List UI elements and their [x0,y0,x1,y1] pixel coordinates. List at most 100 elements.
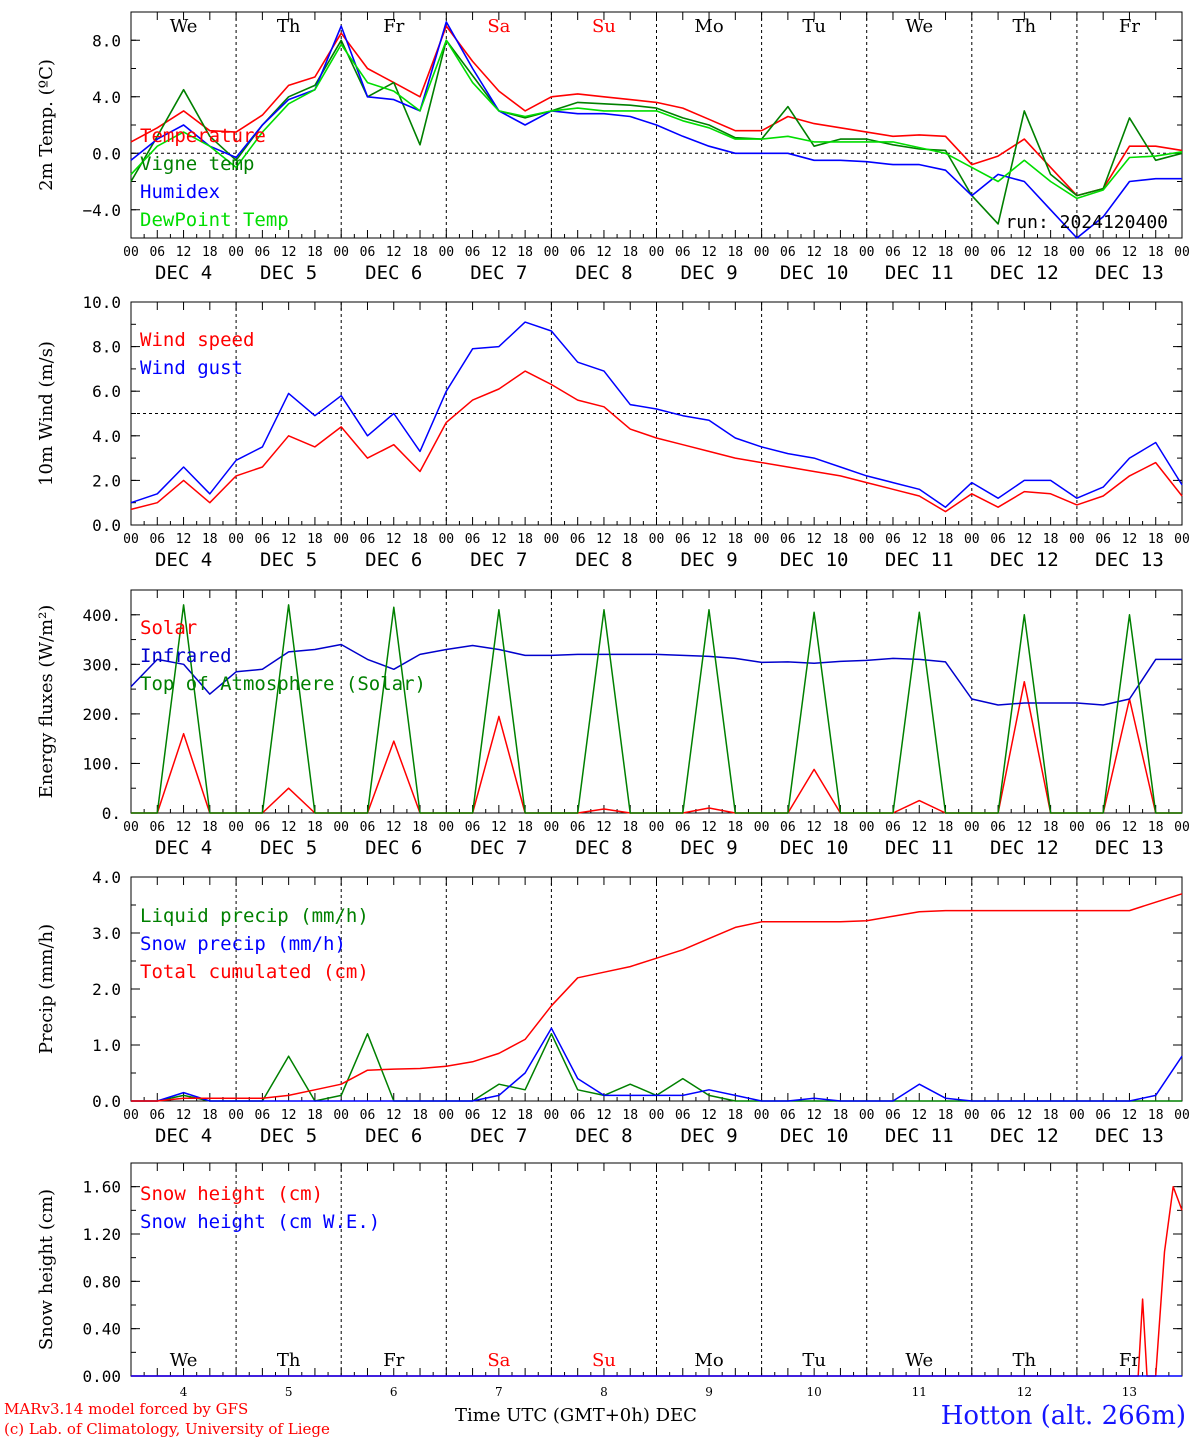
hour-label: 18 [833,1108,849,1123]
y-tick-label: 4.0 [92,427,121,446]
legend-entry: Humidex [140,181,220,203]
date-label: DEC 6 [365,1125,422,1147]
hour-label: 18 [517,532,533,547]
hour-label: 18 [938,820,954,835]
hour-label: 12 [1017,820,1033,835]
hour-label: 06 [885,1108,901,1123]
date-label: DEC 4 [155,837,212,859]
hour-label: 06 [780,820,796,835]
y-tick-label: 200. [82,705,121,724]
hour-label: 18 [307,245,323,260]
hour-label: 06 [990,245,1006,260]
hour-label: 18 [1043,1108,1059,1123]
hour-label: 18 [938,245,954,260]
hour-label: 12 [701,820,717,835]
date-label: DEC 12 [990,1125,1059,1147]
hour-label: 12 [386,245,402,260]
date-label: DEC 13 [1095,837,1164,859]
hour-label: 12 [911,532,927,547]
hour-label: 18 [412,245,428,260]
date-label: DEC 8 [575,262,632,284]
hour-label: 18 [517,820,533,835]
hour-label: 00 [1069,820,1085,835]
hour-label: 18 [622,820,638,835]
date-label: DEC 6 [365,262,422,284]
hour-label: 12 [386,532,402,547]
hour-label: 12 [176,820,192,835]
hour-label: 06 [675,532,691,547]
hour-label: 18 [1043,532,1059,547]
legend-entry: Solar [140,617,197,639]
date-label: DEC 11 [885,262,954,284]
hour-label: 06 [1095,1108,1111,1123]
date-label: DEC 11 [885,1125,954,1147]
weekday-label: Su [592,1350,616,1371]
hour-label: 12 [911,820,927,835]
hour-label: 06 [255,245,271,260]
hour-label: 12 [176,532,192,547]
hour-label: 00 [649,820,665,835]
hour-label: 00 [544,245,560,260]
legend-entry: Liquid precip (mm/h) [140,905,369,927]
date-label: DEC 9 [680,549,737,571]
legend-entry: Temperature [140,125,266,147]
hour-label: 00 [544,820,560,835]
hour-label: 00 [228,532,244,547]
legend-entry: Wind speed [140,329,254,351]
hour-label: 00 [1174,245,1190,260]
hour-label: 12 [806,820,822,835]
hour-label: 12 [911,1108,927,1123]
hour-label: 00 [1174,820,1190,835]
hour-label: 12 [386,1108,402,1123]
date-label: DEC 5 [260,549,317,571]
date-label: DEC 7 [470,837,527,859]
hour-label: 06 [149,1108,165,1123]
y-axis-title: 2m Temp. (ºC) [36,59,57,191]
hour-label: 12 [596,245,612,260]
series-line [130,370,1183,513]
series-line [131,1033,1182,1102]
hour-label: 12 [491,532,507,547]
legend-entry: Snow height (cm W.E.) [140,1211,380,1233]
hour-label: 18 [833,820,849,835]
hour-label: 18 [1148,820,1164,835]
y-axis-title: Precip (mm/h) [36,924,57,1054]
hour-label: 00 [649,1108,665,1123]
hour-label: 18 [622,1108,638,1123]
weekday-label: Th [277,16,301,37]
weekday-label: Mo [694,1350,723,1371]
hour-label: 18 [727,532,743,547]
date-label: DEC 8 [575,549,632,571]
legend-entry: Snow precip (mm/h) [140,933,346,955]
y-tick-label: 0.0 [92,144,121,163]
weekday-label: Fr [383,16,404,37]
hour-label: 18 [1043,820,1059,835]
hour-label: 00 [754,820,770,835]
hour-label: 00 [438,532,454,547]
hour-label: 12 [386,820,402,835]
series-line [130,321,1183,508]
series-line [130,21,1182,239]
date-label: DEC 10 [780,1125,849,1147]
date-label: DEC 12 [990,837,1059,859]
hour-label: 12 [701,245,717,260]
date-label: DEC 12 [990,262,1059,284]
weekday-label: We [170,16,198,37]
series-line [130,25,1183,197]
series-line [131,1027,1183,1102]
hour-label: 12 [1017,1108,1033,1123]
hour-label: 18 [202,820,218,835]
hour-label: 18 [412,532,428,547]
run-annotation: run: 2024120400 [1005,212,1168,233]
weekday-label: We [905,16,933,37]
hour-label: 18 [202,532,218,547]
hour-label: 06 [360,245,376,260]
y-tick-label: 0.80 [82,1272,121,1291]
hour-label: 18 [622,532,638,547]
date-label: DEC 7 [470,1125,527,1147]
day-number: 9 [705,1385,713,1399]
hour-label: 00 [859,245,875,260]
legend-entry: DewPoint Temp [140,209,289,231]
hour-label: 06 [675,820,691,835]
hour-label: 06 [255,1108,271,1123]
